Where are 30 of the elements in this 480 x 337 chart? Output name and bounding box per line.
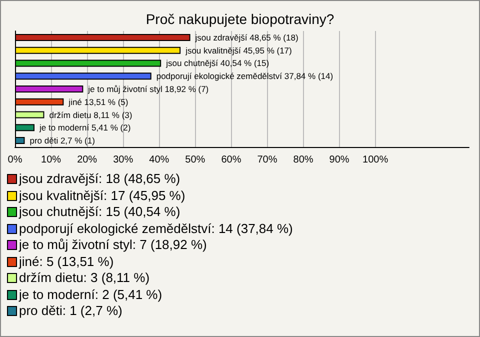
x-tick-label: 40%: [149, 154, 170, 166]
text: jsou kvalitnější: 17 (45,95 %): [19, 188, 186, 204]
text: jiné: 5 (13,51 %): [19, 254, 114, 270]
text: držím dietu: 3 (8,11 %): [19, 270, 150, 286]
data-label: pro děti 2,7 % (1): [30, 136, 96, 146]
data-label: je to moderní 5,41 % (2): [38, 122, 131, 133]
text: jsou zdravější: 18 (48,65 %): [19, 171, 180, 188]
x-tick-label: 60%: [221, 154, 242, 166]
data-label: podporují ekologické zemědělství 37,84 % (14): [156, 71, 334, 82]
x-tick-label: 20%: [77, 154, 98, 166]
data-label: jsou zdravější 48,65 % (18): [194, 32, 298, 42]
data-label: jiné 13,51 % (5): [68, 96, 128, 107]
data-label: jsou kvalitnější 45,95 % (17): [184, 45, 292, 56]
x-tick-label: 10%: [41, 154, 62, 166]
x-tick-label: 0%: [8, 154, 22, 166]
text: podporují ekologické zemědělství: 14 (37,84 %): [19, 220, 293, 237]
data-label: jsou chutnější 40,54 % (15): [165, 58, 270, 68]
x-tick-label: 30%: [113, 154, 134, 166]
x-tick-label: 50%: [185, 154, 206, 166]
text: je to moderní: 2 (5,41 %): [19, 286, 162, 303]
x-tick-label: 100%: [362, 154, 388, 166]
data-label: je to můj životní styl 18,92 % (7): [87, 84, 209, 94]
x-tick-label: 80%: [293, 154, 314, 166]
text: pro děti: 1 (2,7 %): [19, 303, 122, 320]
data-label: držím dietu 8,11 % (3): [49, 110, 132, 120]
text: je to můj životní styl: 7 (18,92 %): [19, 237, 207, 254]
x-tick-label: 70%: [257, 154, 278, 166]
text: jsou chutnější: 15 (40,54 %): [19, 204, 180, 220]
x-tick-label: 90%: [329, 154, 350, 166]
chart-title: Proč nakupujete biopotraviny?: [146, 11, 334, 27]
